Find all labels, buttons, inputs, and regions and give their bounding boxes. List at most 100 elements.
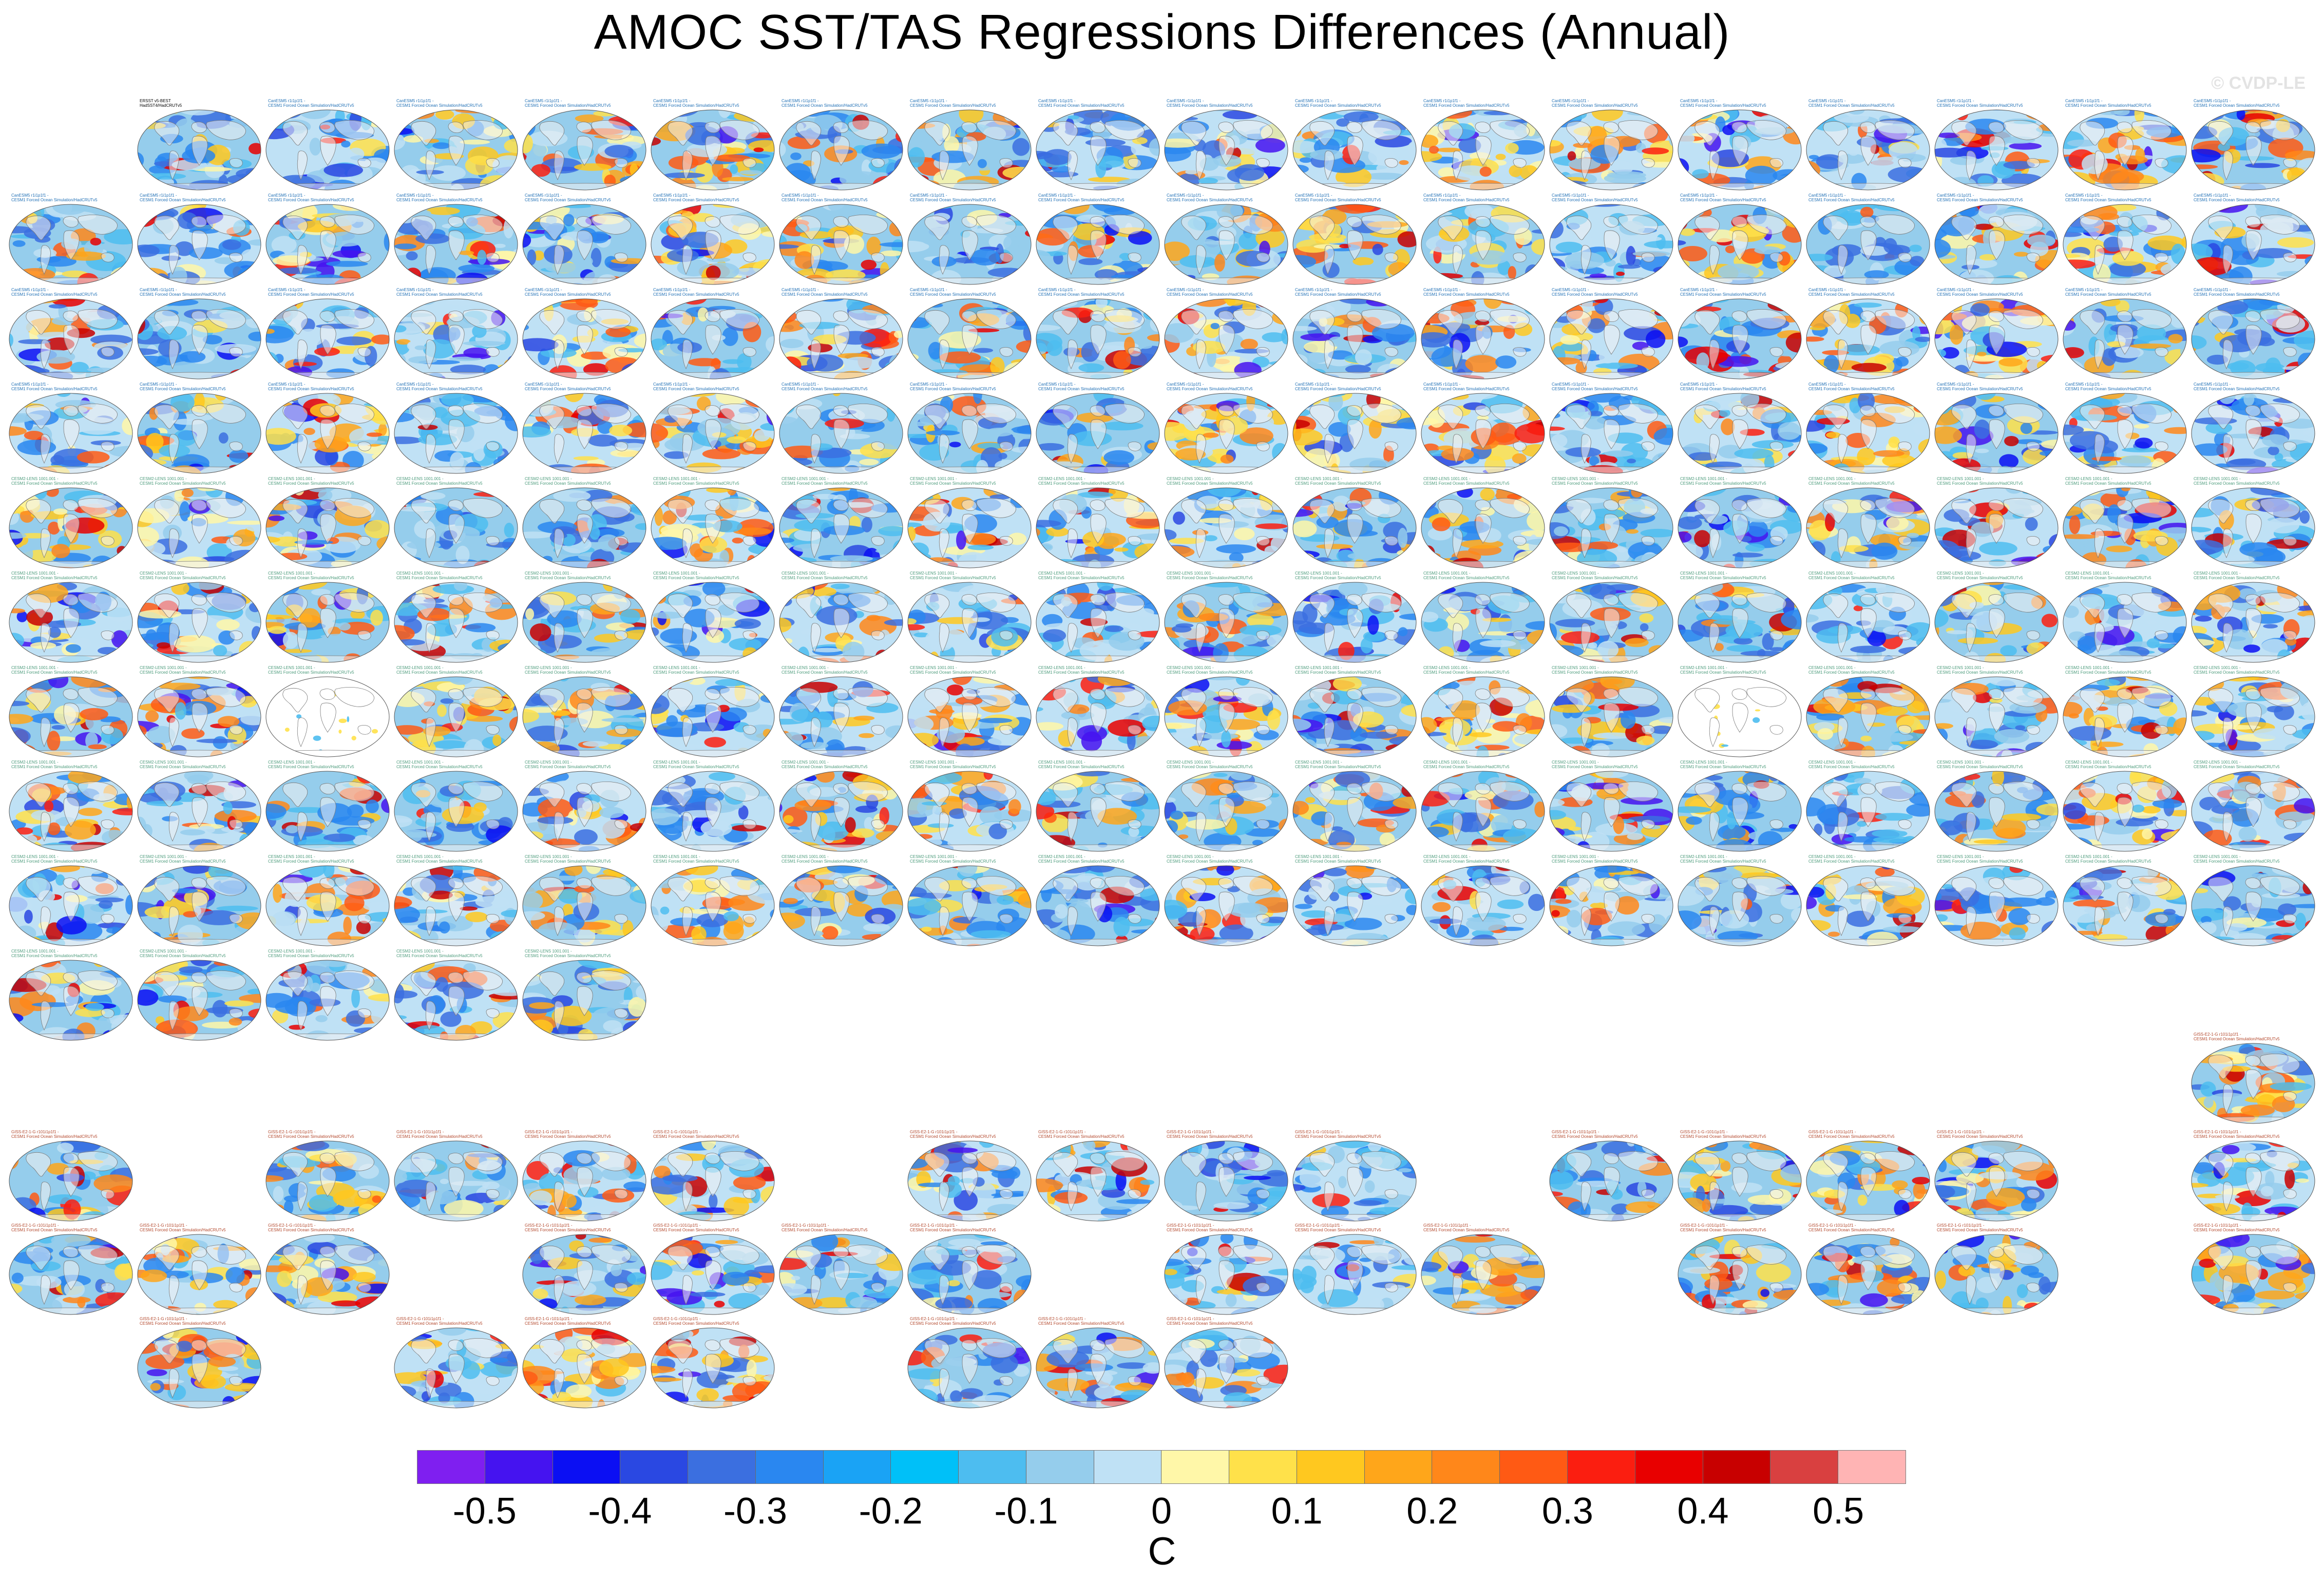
robinson-map: [1036, 298, 1160, 379]
map-panel: CESM2-LENS 1001.001 - CESM1 Forced Ocean…: [1034, 665, 1161, 760]
map-panel: CESM2-LENS 1001.001 - CESM1 Forced Ocean…: [7, 477, 135, 572]
colorbar-swatch: [823, 1451, 891, 1483]
map-panel: GISS-E2-1-G r101i1p1f1 - CESM1 Forced Oc…: [1163, 1317, 1290, 1412]
robinson-map: [651, 1327, 775, 1408]
map-panel: CESM2-LENS 1001.001 - CESM1 Forced Ocean…: [1676, 854, 1803, 949]
robinson-map: [907, 865, 1032, 946]
map-panel: CanESM5 r1i1p1f1 - CESM1 Forced Ocean Si…: [1804, 99, 1932, 194]
map-panel: CESM2-LENS 1001.001 - CESM1 Forced Ocean…: [1291, 760, 1418, 855]
map-panel-label: CESM2-LENS 1001.001 - CESM1 Forced Ocean…: [1937, 854, 2023, 864]
map-panel-label: CESM2-LENS 1001.001 - CESM1 Forced Ocean…: [653, 760, 739, 769]
map-panel-label: CanESM5 r1i1p1f1 - CESM1 Forced Ocean Si…: [910, 99, 996, 108]
map-panel: CESM2-LENS 1001.001 - CESM1 Forced Ocean…: [521, 760, 648, 855]
robinson-map: [1678, 393, 1802, 474]
colorbar-tick-label: -0.1: [994, 1491, 1058, 1532]
map-panel-label: GISS-E2-1-G r101i1p1f1 - CESM1 Forced Oc…: [11, 1130, 98, 1139]
colorbar-tick-label: 0.5: [1813, 1491, 1864, 1532]
map-panel-label: CESM2-LENS 1001.001 - CESM1 Forced Ocean…: [653, 477, 739, 486]
map-panel-label: CESM2-LENS 1001.001 - CESM1 Forced Ocean…: [1680, 477, 1766, 486]
map-panel-label: CESM2-LENS 1001.001 - CESM1 Forced Ocean…: [782, 665, 868, 675]
map-panel: CanESM5 r1i1p1f1 - CESM1 Forced Ocean Si…: [777, 288, 905, 383]
robinson-map: [1421, 1234, 1545, 1315]
map-panel-label: GISS-E2-1-G r101i1p1f1 - CESM1 Forced Oc…: [140, 1317, 226, 1326]
robinson-map: [1934, 676, 2059, 757]
map-panel-label: CESM2-LENS 1001.001 - CESM1 Forced Ocean…: [396, 477, 483, 486]
map-panel-label: CanESM5 r1i1p1f1 - CESM1 Forced Ocean Si…: [11, 382, 98, 391]
map-panel: CanESM5 r1i1p1f1 - CESM1 Forced Ocean Si…: [136, 288, 263, 383]
map-panel: CESM2-LENS 1001.001 - CESM1 Forced Ocean…: [264, 949, 391, 1044]
robinson-map: [1934, 1140, 2059, 1222]
copyright-watermark: © CVDP-LE: [2211, 73, 2306, 93]
map-panel: CESM2-LENS 1001.001 - CESM1 Forced Ocean…: [1548, 760, 1675, 855]
map-panel-label: CanESM5 r1i1p1f1 - CESM1 Forced Ocean Si…: [2065, 193, 2151, 202]
map-panel: CanESM5 r1i1p1f1 - CESM1 Forced Ocean Si…: [392, 382, 520, 477]
robinson-map: [1549, 771, 1673, 852]
robinson-map: [651, 582, 775, 663]
robinson-map: [779, 204, 903, 285]
map-panel: CanESM5 r1i1p1f1 - CESM1 Forced Ocean Si…: [1419, 193, 1547, 288]
map-panel: CESM2-LENS 1001.001 - CESM1 Forced Ocean…: [649, 477, 776, 572]
colorbar-swatch: [1297, 1451, 1365, 1483]
map-panel-label: CESM2-LENS 1001.001 - CESM1 Forced Ocean…: [525, 665, 611, 675]
robinson-map: [651, 393, 775, 474]
robinson-map: [137, 1234, 261, 1315]
colorbar-swatch: [417, 1451, 485, 1483]
map-panel-label: GISS-E2-1-G r101i1p1f1 - CESM1 Forced Oc…: [1167, 1317, 1253, 1326]
map-panel: CanESM5 r1i1p1f1 - CESM1 Forced Ocean Si…: [2061, 382, 2188, 477]
robinson-map: [1678, 771, 1802, 852]
map-panel-label: CESM2-LENS 1001.001 - CESM1 Forced Ocean…: [653, 854, 739, 864]
map-panel: CESM2-LENS 1001.001 - CESM1 Forced Ocean…: [1034, 477, 1161, 572]
map-panel-label: CESM2-LENS 1001.001 - CESM1 Forced Ocean…: [1295, 665, 1381, 675]
map-panel: CESM2-LENS 1001.001 - CESM1 Forced Ocean…: [1419, 665, 1547, 760]
robinson-map: [2063, 582, 2187, 663]
map-panel: CanESM5 r1i1p1f1 - CESM1 Forced Ocean Si…: [649, 193, 776, 288]
map-panel: CESM2-LENS 1001.001 - CESM1 Forced Ocean…: [649, 571, 776, 666]
map-panel: CanESM5 r1i1p1f1 - CESM1 Forced Ocean Si…: [1804, 193, 1932, 288]
map-panel: GISS-E2-1-G r101i1p1f1 - CESM1 Forced Oc…: [1034, 1130, 1161, 1225]
map-panel: CESM2-LENS 1001.001 - CESM1 Forced Ocean…: [1804, 477, 1932, 572]
map-panel-label: CESM2-LENS 1001.001 - CESM1 Forced Ocean…: [1038, 477, 1125, 486]
map-panel-label: CanESM5 r1i1p1f1 - CESM1 Forced Ocean Si…: [2194, 99, 2280, 108]
map-panel-label: CESM2-LENS 1001.001 - CESM1 Forced Ocean…: [2194, 760, 2280, 769]
robinson-map: [2191, 1140, 2315, 1222]
robinson-map: [137, 109, 261, 191]
robinson-map: [2191, 676, 2315, 757]
robinson-map: [9, 960, 133, 1041]
robinson-map: [265, 582, 390, 663]
robinson-map: [1934, 109, 2059, 191]
robinson-map: [265, 204, 390, 285]
robinson-map: [9, 676, 133, 757]
map-panel: CESM2-LENS 1001.001 - CESM1 Forced Ocean…: [777, 571, 905, 666]
map-panel: CanESM5 r1i1p1f1 - CESM1 Forced Ocean Si…: [264, 193, 391, 288]
map-panel: CanESM5 r1i1p1f1 - CESM1 Forced Ocean Si…: [2061, 193, 2188, 288]
map-panel-label: CESM2-LENS 1001.001 - CESM1 Forced Ocean…: [2065, 665, 2151, 675]
map-panel: CanESM5 r1i1p1f1 - CESM1 Forced Ocean Si…: [1419, 288, 1547, 383]
map-panel-label: CanESM5 r1i1p1f1 - CESM1 Forced Ocean Si…: [1423, 193, 1510, 202]
map-panel-label: CanESM5 r1i1p1f1 - CESM1 Forced Ocean Si…: [782, 193, 868, 202]
robinson-map: [2063, 393, 2187, 474]
map-panel-label: GISS-E2-1-G r101i1p1f1 - CESM1 Forced Oc…: [1680, 1130, 1766, 1139]
robinson-map: [1036, 865, 1160, 946]
map-panel-label: CanESM5 r1i1p1f1 - CESM1 Forced Ocean Si…: [268, 193, 354, 202]
map-panel: CESM2-LENS 1001.001 - CESM1 Forced Ocean…: [649, 665, 776, 760]
robinson-map: [1549, 487, 1673, 568]
map-panel: GISS-E2-1-G r101i1p1f1 - CESM1 Forced Oc…: [906, 1317, 1033, 1412]
robinson-map: [651, 109, 775, 191]
robinson-map: [1934, 298, 2059, 379]
map-panel-label: GISS-E2-1-G r101i1p1f1 - CESM1 Forced Oc…: [1937, 1130, 2023, 1139]
colorbar-tick-label: -0.3: [723, 1491, 788, 1532]
map-panel-label: CESM2-LENS 1001.001 - CESM1 Forced Ocean…: [396, 854, 483, 864]
map-panel-label: CESM2-LENS 1001.001 - CESM1 Forced Ocean…: [910, 854, 996, 864]
map-panel-label: CESM2-LENS 1001.001 - CESM1 Forced Ocean…: [1680, 665, 1766, 675]
map-panel: CESM2-LENS 1001.001 - CESM1 Forced Ocean…: [521, 854, 648, 949]
colorbar-swatch: [1094, 1451, 1162, 1483]
map-panel-label: CanESM5 r1i1p1f1 - CESM1 Forced Ocean Si…: [1295, 382, 1381, 391]
map-panel-label: GISS-E2-1-G r101i1p1f1 - CESM1 Forced Oc…: [11, 1223, 98, 1232]
map-panel: CESM2-LENS 1001.001 - CESM1 Forced Ocean…: [1419, 854, 1547, 949]
map-panel: GISS-E2-1-G r101i1p1f1 - CESM1 Forced Oc…: [1676, 1223, 1803, 1318]
robinson-map: [1549, 393, 1673, 474]
map-panel-label: CanESM5 r1i1p1f1 - CESM1 Forced Ocean Si…: [1937, 193, 2023, 202]
robinson-map: [1421, 582, 1545, 663]
map-panel-label: GISS-E2-1-G r101i1p1f1 - CESM1 Forced Oc…: [1680, 1223, 1766, 1232]
robinson-map: [907, 298, 1032, 379]
